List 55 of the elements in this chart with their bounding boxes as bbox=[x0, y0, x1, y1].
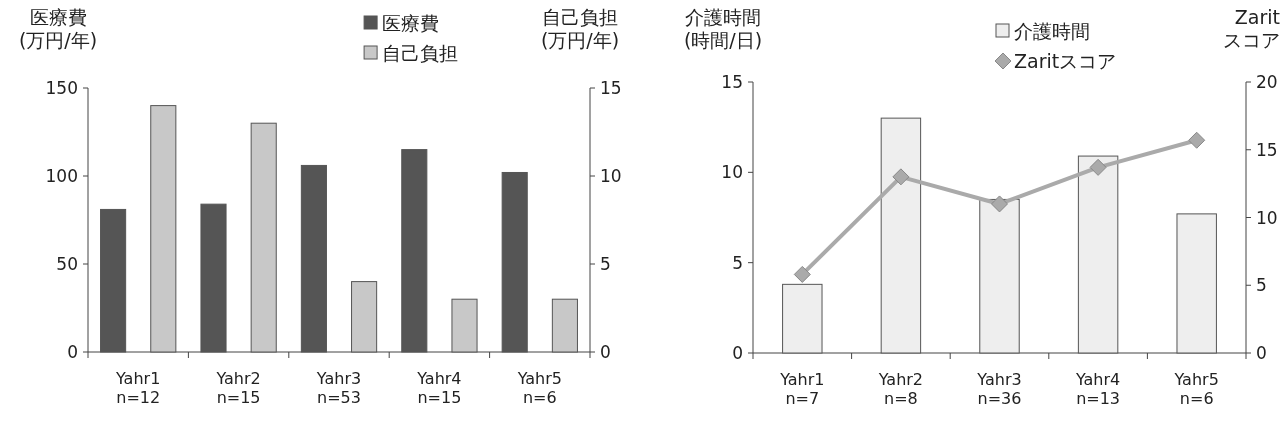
y2-tick-label: 0 bbox=[1256, 343, 1267, 363]
y2-tick-label: 15 bbox=[1256, 139, 1278, 160]
y2-tick-label: 5 bbox=[1256, 275, 1267, 296]
y2-axis-title: 自己負担 (万円/年) bbox=[540, 6, 620, 51]
y-tick-label: 50 bbox=[56, 254, 78, 274]
x-tick-label: Yahr5 n=6 bbox=[516, 369, 562, 408]
point bbox=[793, 265, 811, 283]
legend-label: 介護時間 bbox=[1014, 20, 1090, 42]
point bbox=[892, 168, 910, 186]
x-tick-label: Yahr5 n=6 bbox=[1173, 370, 1219, 409]
x-tick-label: Yahr2 n=8 bbox=[877, 370, 924, 409]
bar bbox=[1176, 213, 1217, 354]
bar bbox=[200, 203, 227, 353]
point bbox=[1188, 131, 1206, 149]
y2-tick-label: 10 bbox=[1256, 207, 1278, 228]
bar bbox=[782, 283, 823, 354]
bar bbox=[351, 281, 378, 353]
x-tick-label: Yahr3 n=36 bbox=[976, 370, 1022, 409]
y2-tick-label: 20 bbox=[1256, 72, 1278, 92]
bar bbox=[501, 171, 528, 353]
bar bbox=[250, 122, 277, 353]
y2-tick-label: 15 bbox=[600, 78, 622, 98]
y2-axis-title: Zarit スコア bbox=[1223, 6, 1280, 51]
bar bbox=[551, 298, 578, 353]
x-tick-label: Yahr3 n=53 bbox=[315, 369, 362, 408]
bar bbox=[880, 117, 922, 354]
legend-label: Zaritスコア bbox=[1014, 50, 1117, 72]
y-tick-label: 5 bbox=[732, 252, 743, 273]
bar bbox=[979, 198, 1020, 354]
x-tick-label: Yahr1 n=12 bbox=[115, 369, 161, 408]
x-tick-label: Yahr2 n=15 bbox=[215, 369, 261, 408]
x-tick-label: Yahr4 n=15 bbox=[416, 369, 462, 408]
y-tick-label: 15 bbox=[721, 72, 743, 92]
x-tick-label: Yahr4 n=13 bbox=[1074, 370, 1121, 409]
y2-tick-label: 5 bbox=[600, 254, 611, 274]
y2-tick-label: 0 bbox=[600, 342, 611, 362]
y-axis-title: 医療費 (万円/年) bbox=[18, 6, 98, 51]
y-tick-label: 150 bbox=[45, 78, 78, 98]
bar bbox=[100, 208, 127, 353]
bar bbox=[1077, 155, 1119, 354]
y-tick-label: 100 bbox=[45, 166, 78, 186]
bar bbox=[401, 149, 428, 353]
y-tick-label: 0 bbox=[732, 343, 743, 363]
point bbox=[991, 195, 1008, 213]
legend-label: 医療費 bbox=[382, 12, 440, 34]
point bbox=[1089, 158, 1107, 176]
y-axis-title: 介護時間 (時間/日) bbox=[683, 6, 763, 51]
bar bbox=[300, 164, 327, 353]
y2-tick-label: 10 bbox=[600, 166, 622, 186]
x-tick-label: Yahr1 n=7 bbox=[779, 370, 825, 409]
bar bbox=[150, 105, 177, 353]
legend-label: 自己負担 bbox=[382, 42, 459, 64]
y-tick-label: 0 bbox=[67, 342, 78, 362]
bar bbox=[451, 298, 478, 353]
y-tick-label: 10 bbox=[721, 162, 743, 183]
